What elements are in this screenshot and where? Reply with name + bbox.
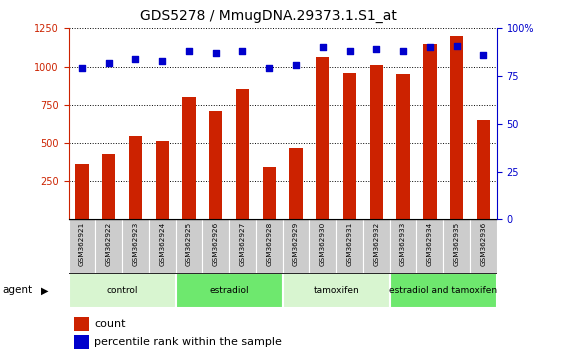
Text: tamoxifen: tamoxifen	[313, 286, 359, 295]
Text: GSM362935: GSM362935	[453, 221, 460, 266]
Bar	[389, 219, 416, 273]
Text: ▶: ▶	[41, 285, 49, 295]
Bar	[343, 73, 356, 219]
Bar	[336, 219, 363, 273]
Text: GSM362927: GSM362927	[239, 221, 246, 266]
Text: control: control	[106, 286, 138, 295]
Bar	[283, 273, 389, 308]
Bar	[182, 97, 196, 219]
Bar	[443, 219, 470, 273]
Text: GSM362931: GSM362931	[347, 221, 352, 266]
Bar	[477, 120, 490, 219]
Bar	[423, 44, 437, 219]
Bar	[69, 219, 95, 273]
Point	[318, 45, 327, 50]
Point	[345, 48, 354, 54]
Bar	[256, 219, 283, 273]
Point	[238, 48, 247, 54]
Bar	[470, 219, 497, 273]
Point	[158, 58, 167, 64]
Text: estradiol and tamoxifen: estradiol and tamoxifen	[389, 286, 497, 295]
Point	[131, 56, 140, 62]
Text: GSM362933: GSM362933	[400, 221, 406, 266]
Bar	[389, 273, 497, 308]
Bar	[363, 219, 389, 273]
Bar	[289, 148, 303, 219]
Text: estradiol: estradiol	[210, 286, 249, 295]
Point	[425, 45, 435, 50]
Text: GSM362928: GSM362928	[266, 221, 272, 266]
Bar	[176, 219, 202, 273]
Text: GSM362936: GSM362936	[480, 221, 486, 266]
Bar	[102, 154, 115, 219]
Bar	[236, 89, 249, 219]
Text: GSM362924: GSM362924	[159, 221, 165, 266]
Text: GSM362925: GSM362925	[186, 221, 192, 266]
Bar	[69, 273, 176, 308]
Point	[211, 50, 220, 56]
Bar	[396, 74, 410, 219]
Point	[399, 48, 408, 54]
Bar	[122, 219, 149, 273]
Text: GSM362921: GSM362921	[79, 221, 85, 266]
Bar	[283, 219, 309, 273]
Text: GSM362929: GSM362929	[293, 221, 299, 266]
Bar	[95, 219, 122, 273]
Bar	[75, 164, 89, 219]
Point	[479, 52, 488, 58]
Bar	[149, 219, 176, 273]
Point	[372, 46, 381, 52]
Bar	[450, 36, 463, 219]
Bar	[263, 167, 276, 219]
Point	[452, 43, 461, 48]
Text: agent: agent	[3, 285, 33, 295]
Bar	[229, 219, 256, 273]
Point	[291, 62, 300, 68]
Bar	[128, 136, 142, 219]
Text: GSM362932: GSM362932	[373, 221, 379, 266]
Text: GSM362922: GSM362922	[106, 221, 112, 266]
Bar	[202, 219, 229, 273]
Bar	[176, 273, 283, 308]
Bar	[369, 65, 383, 219]
Text: count: count	[94, 319, 126, 329]
Text: GSM362934: GSM362934	[427, 221, 433, 266]
Bar	[155, 142, 169, 219]
Point	[104, 60, 113, 65]
Text: percentile rank within the sample: percentile rank within the sample	[94, 337, 282, 347]
Bar	[309, 219, 336, 273]
Text: GSM362923: GSM362923	[132, 221, 138, 266]
Bar	[316, 57, 329, 219]
Point	[265, 65, 274, 71]
Point	[184, 48, 194, 54]
Bar	[416, 219, 443, 273]
Text: GDS5278 / MmugDNA.29373.1.S1_at: GDS5278 / MmugDNA.29373.1.S1_at	[140, 9, 397, 23]
Text: GSM362926: GSM362926	[213, 221, 219, 266]
Point	[77, 65, 86, 71]
Text: GSM362930: GSM362930	[320, 221, 326, 266]
Bar	[209, 111, 223, 219]
